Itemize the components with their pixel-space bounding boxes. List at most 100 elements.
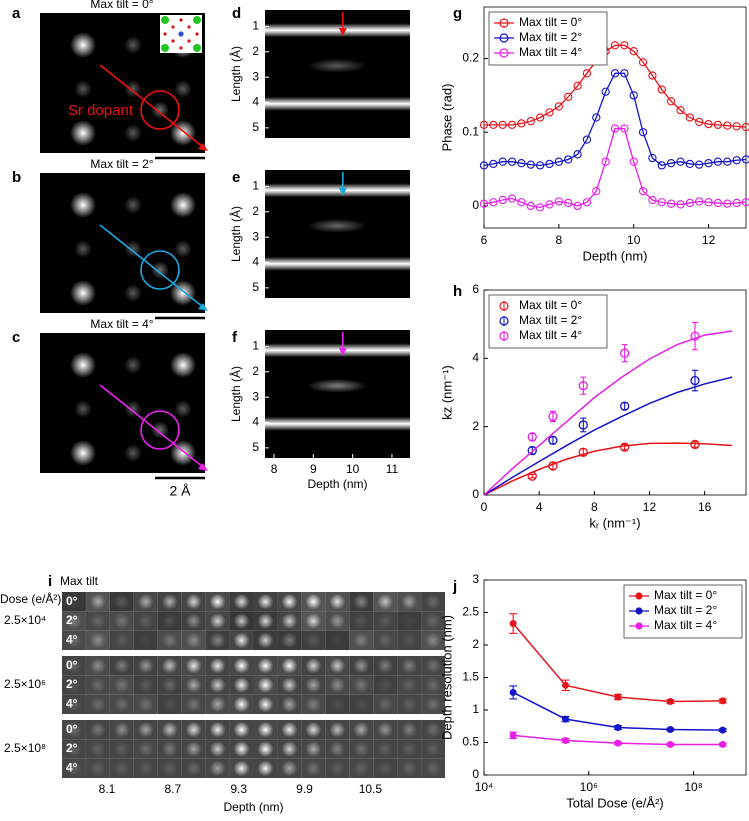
arrow-head <box>338 348 347 356</box>
image-spot <box>65 632 82 649</box>
data-point <box>592 187 601 196</box>
data-point <box>507 157 517 166</box>
inset-atom <box>187 39 191 43</box>
y-axis-label: Depth resolution (nm) <box>439 615 454 740</box>
atom-column <box>70 280 96 306</box>
image-spot <box>185 721 202 738</box>
panel-letter: a <box>12 5 21 22</box>
image-spot <box>305 593 322 610</box>
y-tick-label: 0 <box>472 198 479 212</box>
image-spot <box>89 721 106 738</box>
image-spot <box>65 696 82 713</box>
lattice-band <box>265 256 410 271</box>
x-tick-label: 0 <box>481 500 488 514</box>
inset-atom <box>171 39 175 43</box>
data-point <box>582 69 592 78</box>
image-spot <box>113 613 130 629</box>
image-spot <box>209 721 226 738</box>
x-tick-label: 10.5 <box>359 782 383 796</box>
tilt-label: 2° <box>66 613 78 627</box>
data-point <box>732 156 741 165</box>
image-spot <box>401 613 418 629</box>
image-spot <box>65 721 82 738</box>
image-spot <box>161 632 178 649</box>
image-spot <box>353 741 370 757</box>
data-point <box>620 442 630 452</box>
image-spot <box>233 657 250 674</box>
data-point <box>685 198 695 208</box>
image-spot <box>233 613 250 629</box>
lattice-band <box>265 343 410 358</box>
y-tick-label: 4 <box>472 351 479 365</box>
data-point <box>562 737 570 745</box>
y-axis-label: Length (Å) <box>228 366 243 422</box>
y-tick-label: 5 <box>252 440 259 454</box>
image-spot <box>353 721 370 738</box>
data-point <box>498 157 507 166</box>
tilt-label: 4° <box>66 761 78 775</box>
image-spot <box>401 657 418 674</box>
image-spot <box>233 593 250 610</box>
x-axis-label: Total Dose (e/Å²) <box>566 795 664 810</box>
image-spot <box>89 760 106 777</box>
atom-column <box>170 352 196 378</box>
image-spot <box>329 760 346 777</box>
data-point <box>578 447 588 457</box>
data-point <box>676 157 685 166</box>
data-point <box>498 195 507 205</box>
inset-atom <box>163 32 167 36</box>
image-spot <box>89 657 106 674</box>
x-tick-label: 10⁸ <box>684 780 702 794</box>
image-spot <box>329 721 346 738</box>
image-spot <box>137 741 154 757</box>
y-tick-label: 0.1 <box>462 124 479 138</box>
image-spot <box>65 613 82 629</box>
data-point <box>648 153 657 163</box>
dopant-signal <box>306 58 367 73</box>
arrow-head <box>198 143 208 151</box>
data-point <box>638 187 648 196</box>
image-spot <box>425 613 442 629</box>
data-point <box>479 161 489 170</box>
atom-column <box>124 196 142 214</box>
image-spot <box>425 696 442 713</box>
image-spot <box>185 657 202 674</box>
dopant-circle <box>140 250 180 290</box>
panel-letter: i <box>48 573 52 590</box>
data-point <box>741 198 749 207</box>
data-point <box>690 331 700 341</box>
data-point <box>620 124 629 133</box>
data-point <box>685 159 695 169</box>
x-tick-label: 9.3 <box>230 782 247 796</box>
image-spot <box>329 741 346 757</box>
arrow-head <box>198 303 208 311</box>
annotation: Sr dopant <box>68 102 134 119</box>
arrow-shaft <box>99 224 204 308</box>
fit-curve <box>483 442 733 496</box>
image-spot <box>353 657 370 674</box>
image-spot <box>113 760 130 777</box>
panel-title: Max tilt = 0° <box>90 0 153 11</box>
x-tick-label: 4 <box>536 500 543 514</box>
data-point <box>527 445 537 456</box>
legend-marker <box>499 33 509 43</box>
image-spot <box>353 593 370 610</box>
image-spot <box>161 721 178 738</box>
data-point <box>578 420 588 430</box>
legend-label: Max tilt = 2° <box>519 30 582 44</box>
image-spot <box>185 677 202 693</box>
image-spot <box>209 760 226 777</box>
x-tick-label: 12 <box>643 500 657 514</box>
y-tick-label: 5 <box>252 280 259 294</box>
legend-marker <box>635 592 643 600</box>
x-tick-label: 8.7 <box>164 782 181 796</box>
image-spot <box>257 593 274 610</box>
tilt-label: 0° <box>66 722 78 736</box>
image-spot <box>89 613 106 629</box>
image-spot <box>281 741 298 757</box>
image-spot <box>209 657 226 674</box>
image-spot <box>401 741 418 757</box>
y-tick-label: 1 <box>252 19 259 33</box>
image-spot <box>377 657 394 674</box>
